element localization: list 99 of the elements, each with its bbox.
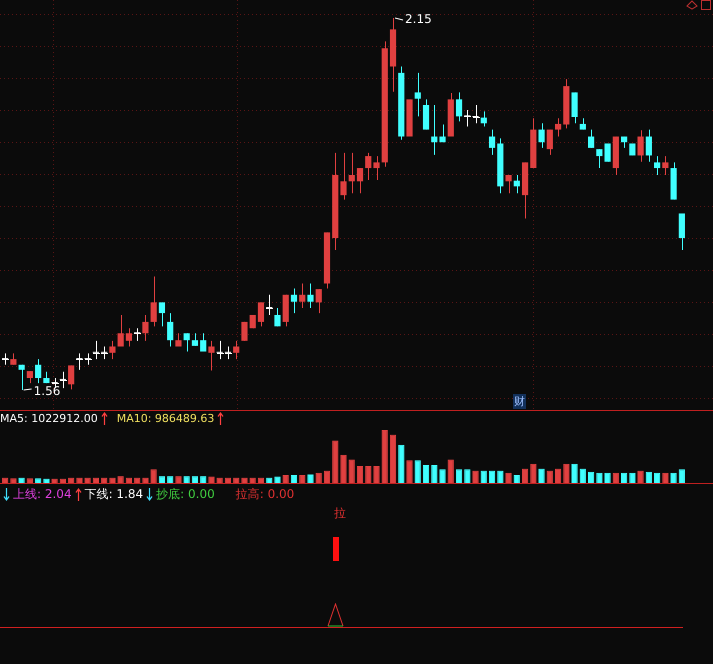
candlestick <box>480 110 487 127</box>
candlestick <box>266 294 274 316</box>
candlestick <box>10 352 16 366</box>
annotation: 1.56 <box>34 384 60 398</box>
candlestick <box>290 288 298 314</box>
bar <box>439 469 446 483</box>
text: 下线: 1.84 <box>84 486 144 503</box>
candlestick <box>18 364 25 390</box>
candlestick <box>150 276 157 327</box>
bar <box>398 444 404 483</box>
candlestick <box>604 142 611 162</box>
candlestick <box>373 156 380 181</box>
candlestick <box>274 308 281 327</box>
bar <box>588 472 594 483</box>
candlestick <box>662 156 668 176</box>
candlestick <box>654 156 660 176</box>
candlestick <box>316 288 322 314</box>
bar <box>563 464 570 483</box>
bar <box>580 468 586 483</box>
bar <box>431 464 438 483</box>
candlestick <box>588 129 594 148</box>
bar <box>373 466 380 483</box>
bar <box>538 468 545 483</box>
bar <box>356 466 364 483</box>
candlestick <box>456 92 462 122</box>
candlestick <box>109 340 116 360</box>
bar <box>530 464 536 483</box>
bar <box>365 466 372 483</box>
bar <box>448 460 454 483</box>
bar <box>472 470 479 483</box>
candlestick <box>233 340 240 360</box>
candlestick <box>200 332 206 352</box>
candlestick <box>356 168 364 194</box>
candlestick <box>208 340 215 371</box>
candlestick <box>514 174 520 194</box>
candlestick <box>76 352 84 370</box>
bar <box>546 470 553 483</box>
candlestick <box>299 282 306 309</box>
candlestick <box>646 129 652 162</box>
bar <box>464 469 470 483</box>
text: 上线: 2.04 <box>13 486 72 503</box>
text: 抄底: 0.00 <box>156 486 215 503</box>
bar <box>422 464 430 483</box>
candlestick <box>307 282 314 309</box>
candlestick <box>431 104 438 156</box>
bar <box>571 464 578 483</box>
text: 拉高: 0.00 <box>236 486 294 503</box>
candlestick <box>184 332 190 352</box>
bar <box>678 469 685 483</box>
bar <box>522 468 528 483</box>
candlestick <box>596 148 602 169</box>
bar <box>348 460 355 483</box>
candlestick <box>348 152 355 194</box>
text: MA5: 1022912.00 <box>0 412 98 425</box>
candlestick <box>505 174 512 194</box>
candlestick <box>554 118 562 138</box>
candlestick <box>167 312 174 347</box>
bar <box>382 430 388 483</box>
candlestick <box>488 129 496 156</box>
bar <box>332 440 338 483</box>
candlestick <box>84 352 92 366</box>
bar <box>638 470 644 483</box>
candlestick <box>158 302 166 327</box>
candlestick <box>621 136 628 148</box>
bar <box>646 472 652 483</box>
candlestick <box>175 332 182 347</box>
bar <box>390 434 396 483</box>
bar <box>488 470 496 483</box>
candlestick <box>35 358 42 384</box>
candlestick <box>546 129 553 156</box>
candlestick <box>26 370 33 384</box>
candlestick <box>340 152 347 200</box>
candlestick <box>126 328 132 347</box>
candlestick <box>365 152 372 181</box>
candlestick <box>538 122 545 148</box>
bar <box>456 469 462 483</box>
bar <box>324 470 330 483</box>
candlestick <box>192 332 198 346</box>
bar <box>406 460 413 483</box>
candlestick <box>68 364 74 390</box>
candlestick <box>258 302 264 327</box>
candlestick <box>638 130 644 162</box>
candlestick <box>118 314 124 347</box>
bar <box>480 470 487 483</box>
text: 财 <box>513 394 526 409</box>
bar <box>150 469 157 483</box>
bar <box>340 454 347 483</box>
bar <box>497 470 504 483</box>
text: MA10: 986489.63 <box>116 412 214 425</box>
bar <box>554 468 562 483</box>
candlestick <box>439 124 446 143</box>
annotation: 2.15 <box>405 12 432 26</box>
candlestick <box>241 321 248 342</box>
bar <box>414 460 421 483</box>
text: 拉 <box>334 505 346 522</box>
candlestick <box>2 352 10 366</box>
candlestick <box>414 72 421 117</box>
candlestick <box>60 371 68 389</box>
candlestick <box>142 314 149 342</box>
